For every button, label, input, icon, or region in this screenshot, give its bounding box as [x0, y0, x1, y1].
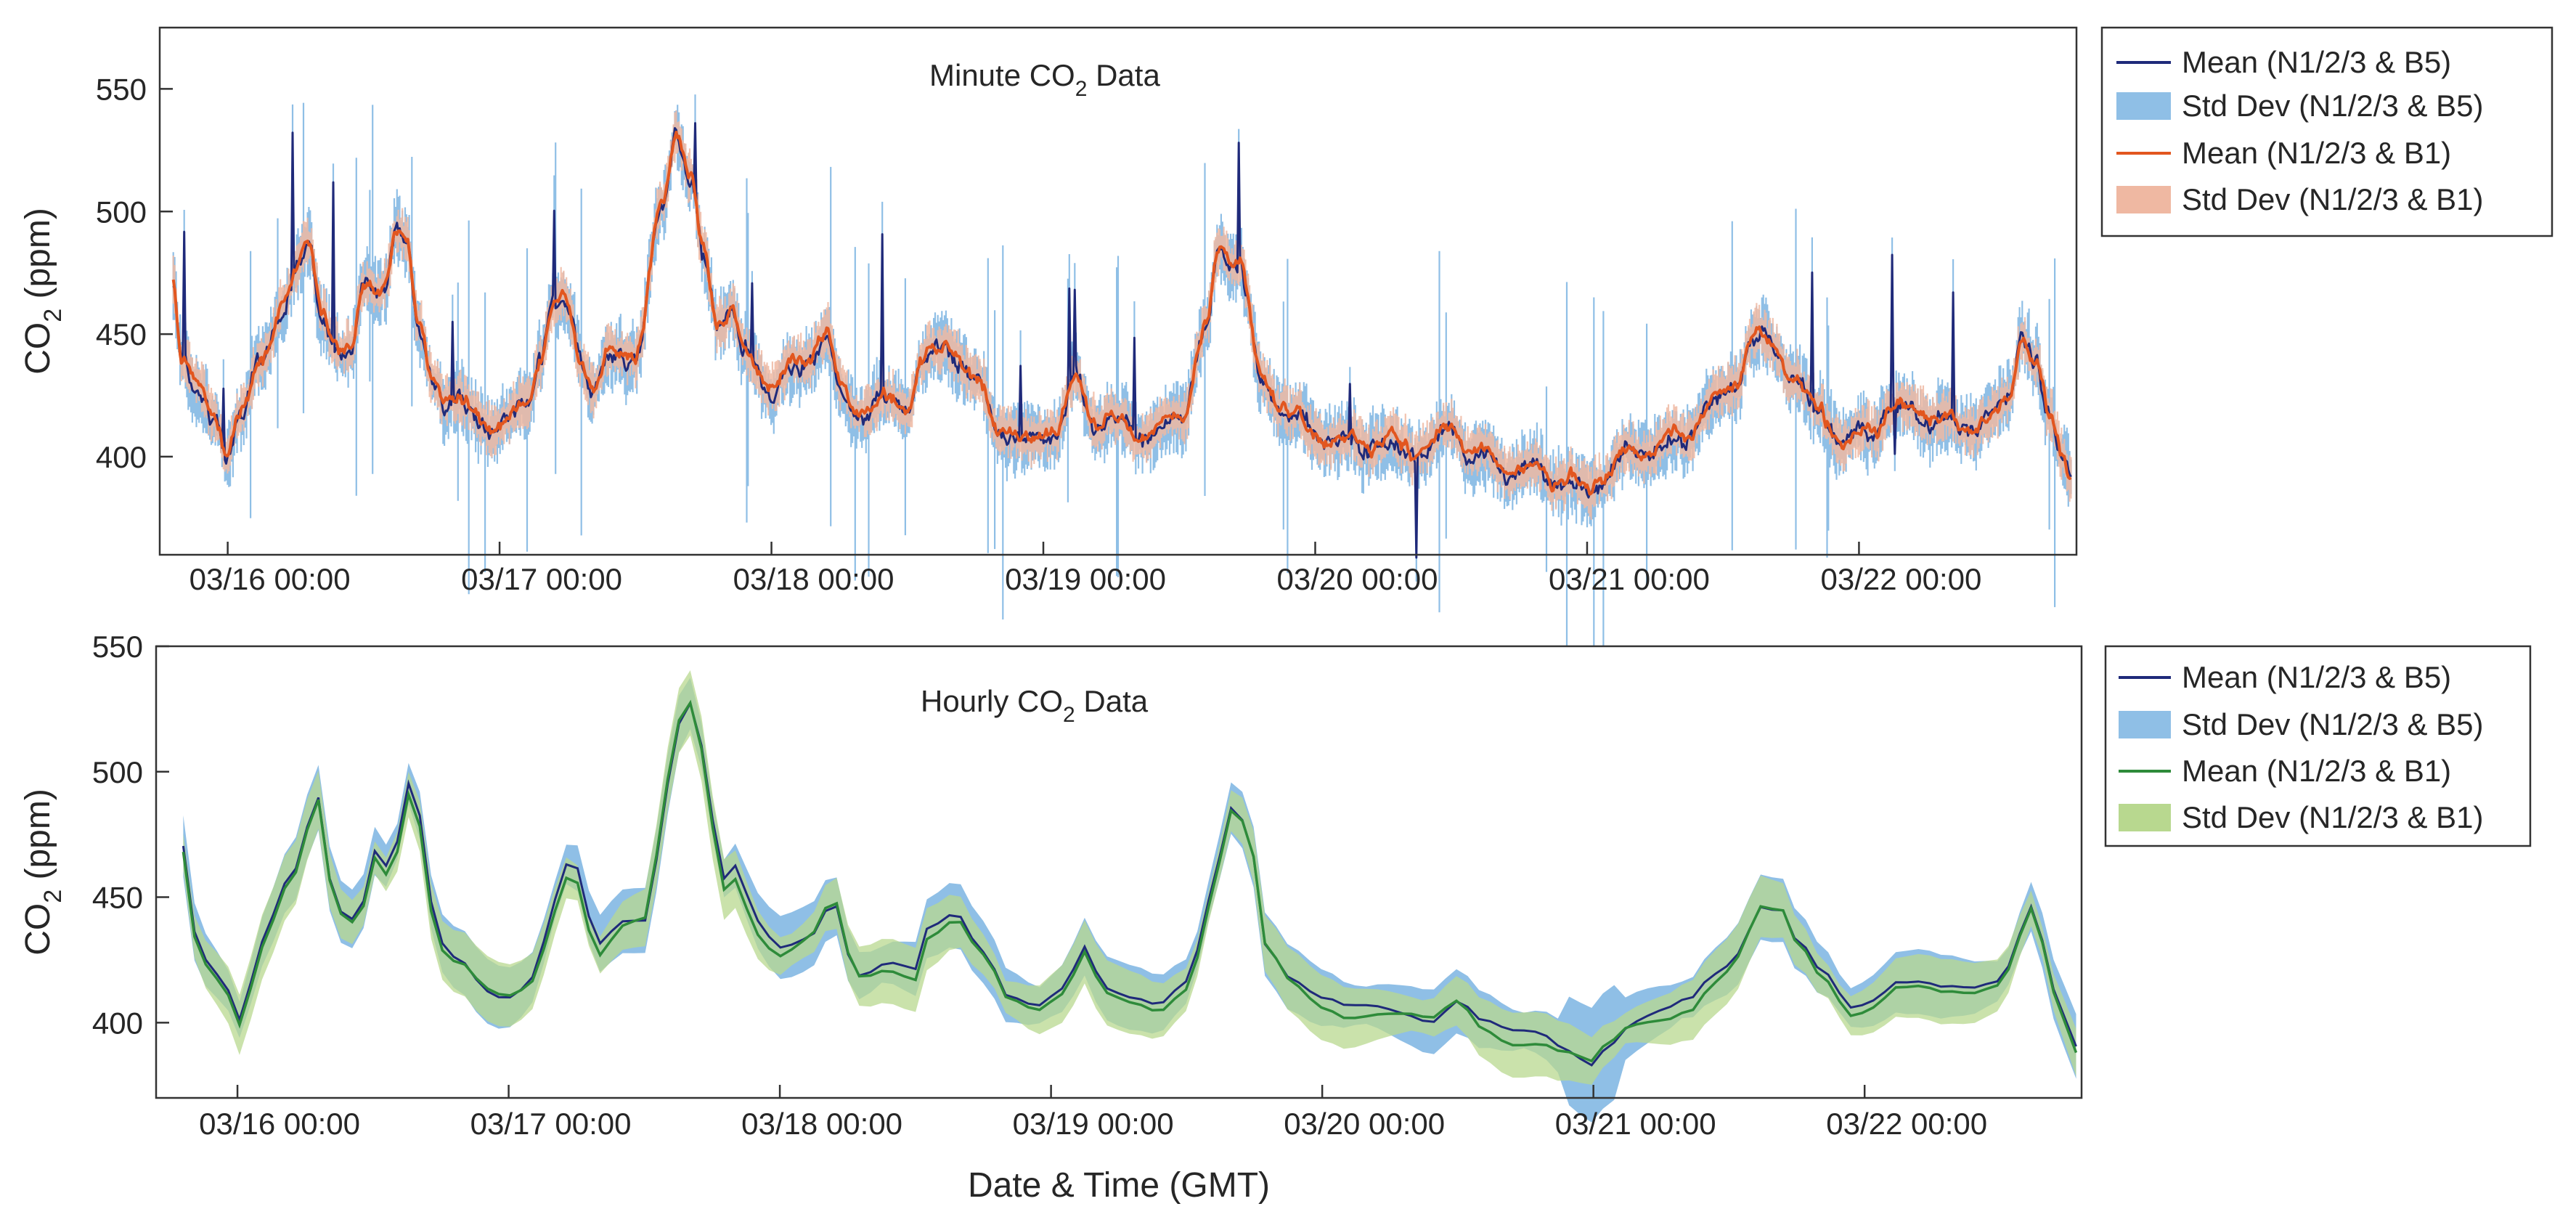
y-tick-label: 450	[92, 881, 143, 915]
hourly-chart-title: Hourly CO2 Data	[921, 684, 1149, 727]
hourly-chart: 400 450 500 550 03/16 00:00 03/17 00:00 03/18 …	[19, 630, 2532, 1205]
x-tick-label: 03/21 00:00	[1555, 1107, 1716, 1141]
minute-chart-title: Minute CO2 Data	[929, 58, 1160, 101]
x-tick-label: 03/16 00:00	[189, 562, 351, 596]
x-tick-label: 03/22 00:00	[1820, 562, 1981, 596]
y-tick-label: 500	[92, 755, 143, 789]
legend-label-b5-mean: Mean (N1/2/3 & B5)	[2182, 45, 2451, 79]
y-tick-label: 400	[92, 1006, 143, 1040]
legend-swatch-b5-std	[2116, 92, 2171, 120]
minute-line-b1	[171, 131, 2072, 496]
x-tick-label: 03/21 00:00	[1549, 562, 1710, 596]
minute-chart: 400 450 500 550 03/16 00:00 03/17 00:00 03/18 …	[19, 26, 2553, 688]
x-tick-label: 03/19 00:00	[1005, 562, 1166, 596]
legend-label-b1-mean: Mean (N1/2/3 & B1)	[2182, 136, 2451, 170]
hourly-band-b5	[183, 677, 2076, 1123]
hourly-legend-box	[2104, 645, 2532, 847]
x-tick-label: 03/20 00:00	[1277, 562, 1438, 596]
legend-swatch-b1-std	[2119, 804, 2171, 831]
legend-label-b5-std: Std Dev (N1/2/3 & B5)	[2182, 89, 2484, 123]
x-tick-label: 03/19 00:00	[1013, 1107, 1174, 1141]
legend-swatch-b1-std	[2116, 186, 2171, 213]
y-tick-label: 450	[96, 317, 147, 351]
x-tick-label: 03/22 00:00	[1826, 1107, 1987, 1141]
x-tick-label: 03/16 00:00	[199, 1107, 360, 1141]
hourly-x-axis-label: Date & Time (GMT)	[968, 1166, 1270, 1205]
hourly-line-b1	[182, 699, 2078, 1063]
hourly-y-axis-label: CO2 (ppm)	[19, 789, 67, 956]
x-tick-label: 03/18 00:00	[733, 562, 894, 596]
minute-legend-box	[2100, 26, 2553, 237]
legend-label-b5-std: Std Dev (N1/2/3 & B5)	[2182, 707, 2484, 741]
y-tick-label: 550	[96, 72, 147, 106]
x-tick-label: 03/17 00:00	[461, 562, 622, 596]
hourly-legend: Mean (N1/2/3 & B5) Std Dev (N1/2/3 & B5)…	[2104, 645, 2532, 847]
y-tick-label: 400	[96, 440, 147, 474]
legend-label-b1-std: Std Dev (N1/2/3 & B1)	[2182, 182, 2484, 216]
minute-plot-frame	[158, 26, 2078, 556]
y-tick-label: 550	[92, 630, 143, 664]
legend-label-b1-std: Std Dev (N1/2/3 & B1)	[2182, 800, 2484, 834]
hourly-plot-frame	[155, 645, 2083, 1099]
minute-lines	[171, 122, 2072, 559]
legend-label-b5-mean: Mean (N1/2/3 & B5)	[2182, 660, 2451, 694]
minute-ticks: 400 450 500 550 03/16 00:00 03/17 00:00 03/18 …	[96, 72, 1981, 596]
x-tick-label: 03/17 00:00	[470, 1107, 632, 1141]
hourly-ticks: 400 450 500 550 03/16 00:00 03/17 00:00 03/18 …	[92, 630, 1987, 1141]
hourly-lines	[182, 699, 2078, 1067]
x-tick-label: 03/18 00:00	[741, 1107, 902, 1141]
x-tick-label: 03/20 00:00	[1284, 1107, 1445, 1141]
y-tick-label: 500	[96, 195, 147, 229]
legend-label-b1-mean: Mean (N1/2/3 & B1)	[2182, 754, 2451, 788]
minute-y-axis-label: CO2 (ppm)	[19, 208, 67, 375]
legend-swatch-b5-std	[2119, 711, 2171, 738]
minute-legend: Mean (N1/2/3 & B5) Std Dev (N1/2/3 & B5)…	[2100, 26, 2553, 237]
